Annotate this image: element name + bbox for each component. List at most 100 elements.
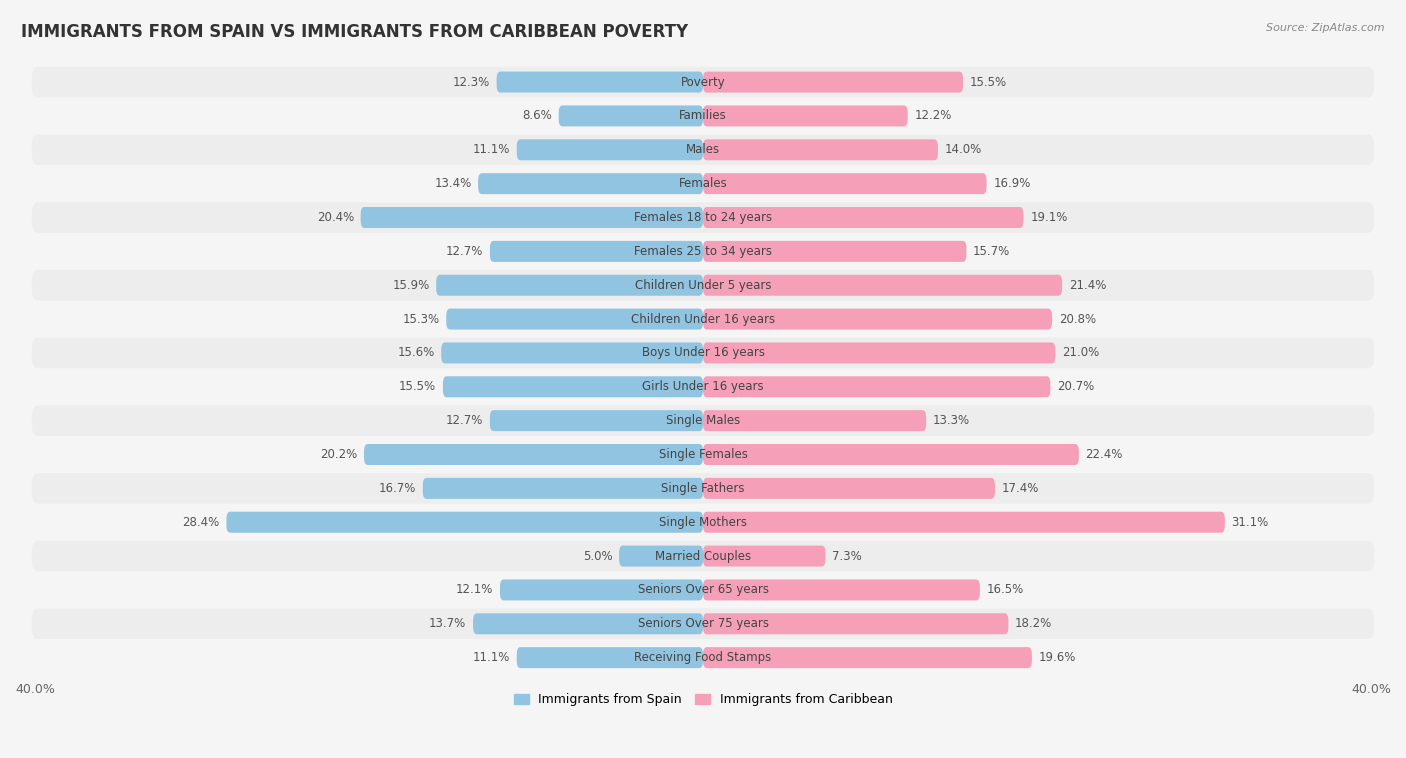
- Text: Females: Females: [679, 177, 727, 190]
- FancyBboxPatch shape: [703, 207, 1024, 228]
- FancyBboxPatch shape: [703, 105, 908, 127]
- Text: Children Under 16 years: Children Under 16 years: [631, 312, 775, 326]
- Text: 13.7%: 13.7%: [429, 617, 467, 631]
- Text: 40.0%: 40.0%: [1351, 683, 1391, 696]
- Text: Single Females: Single Females: [658, 448, 748, 461]
- FancyBboxPatch shape: [32, 236, 1374, 267]
- FancyBboxPatch shape: [558, 105, 703, 127]
- FancyBboxPatch shape: [619, 546, 703, 566]
- FancyBboxPatch shape: [703, 274, 1062, 296]
- FancyBboxPatch shape: [703, 647, 1032, 668]
- Text: 12.1%: 12.1%: [456, 584, 494, 597]
- Text: 20.8%: 20.8%: [1059, 312, 1095, 326]
- FancyBboxPatch shape: [32, 202, 1374, 233]
- FancyBboxPatch shape: [496, 71, 703, 92]
- Text: 21.0%: 21.0%: [1062, 346, 1099, 359]
- Text: 19.1%: 19.1%: [1031, 211, 1067, 224]
- Text: 18.2%: 18.2%: [1015, 617, 1052, 631]
- Text: Seniors Over 75 years: Seniors Over 75 years: [637, 617, 769, 631]
- Text: 15.3%: 15.3%: [402, 312, 440, 326]
- FancyBboxPatch shape: [703, 241, 966, 262]
- FancyBboxPatch shape: [703, 478, 995, 499]
- FancyBboxPatch shape: [472, 613, 703, 634]
- FancyBboxPatch shape: [703, 173, 987, 194]
- Text: 12.2%: 12.2%: [914, 109, 952, 123]
- FancyBboxPatch shape: [423, 478, 703, 499]
- Text: Children Under 5 years: Children Under 5 years: [634, 279, 772, 292]
- FancyBboxPatch shape: [501, 579, 703, 600]
- FancyBboxPatch shape: [32, 135, 1374, 165]
- Text: 15.5%: 15.5%: [399, 381, 436, 393]
- FancyBboxPatch shape: [32, 67, 1374, 97]
- Text: 12.7%: 12.7%: [446, 414, 484, 428]
- FancyBboxPatch shape: [489, 410, 703, 431]
- Text: 13.4%: 13.4%: [434, 177, 471, 190]
- Text: Single Mothers: Single Mothers: [659, 515, 747, 529]
- Text: Families: Families: [679, 109, 727, 123]
- FancyBboxPatch shape: [32, 304, 1374, 334]
- FancyBboxPatch shape: [703, 139, 938, 160]
- Text: 14.0%: 14.0%: [945, 143, 981, 156]
- Text: Poverty: Poverty: [681, 76, 725, 89]
- FancyBboxPatch shape: [32, 440, 1374, 470]
- Text: Females 18 to 24 years: Females 18 to 24 years: [634, 211, 772, 224]
- Text: 12.3%: 12.3%: [453, 76, 489, 89]
- FancyBboxPatch shape: [703, 71, 963, 92]
- Text: 16.5%: 16.5%: [987, 584, 1024, 597]
- Text: 40.0%: 40.0%: [15, 683, 55, 696]
- Legend: Immigrants from Spain, Immigrants from Caribbean: Immigrants from Spain, Immigrants from C…: [509, 688, 897, 711]
- Text: 19.6%: 19.6%: [1039, 651, 1076, 664]
- FancyBboxPatch shape: [436, 274, 703, 296]
- Text: 20.2%: 20.2%: [321, 448, 357, 461]
- FancyBboxPatch shape: [32, 541, 1374, 572]
- Text: 15.7%: 15.7%: [973, 245, 1011, 258]
- Text: Single Males: Single Males: [666, 414, 740, 428]
- Text: 12.7%: 12.7%: [446, 245, 484, 258]
- FancyBboxPatch shape: [32, 371, 1374, 402]
- Text: 16.7%: 16.7%: [378, 482, 416, 495]
- Text: 20.4%: 20.4%: [316, 211, 354, 224]
- Text: 11.1%: 11.1%: [472, 651, 510, 664]
- Text: IMMIGRANTS FROM SPAIN VS IMMIGRANTS FROM CARIBBEAN POVERTY: IMMIGRANTS FROM SPAIN VS IMMIGRANTS FROM…: [21, 23, 688, 41]
- FancyBboxPatch shape: [32, 575, 1374, 605]
- Text: 31.1%: 31.1%: [1232, 515, 1268, 529]
- Text: Married Couples: Married Couples: [655, 550, 751, 562]
- Text: 8.6%: 8.6%: [522, 109, 553, 123]
- Text: 7.3%: 7.3%: [832, 550, 862, 562]
- Text: Source: ZipAtlas.com: Source: ZipAtlas.com: [1267, 23, 1385, 33]
- FancyBboxPatch shape: [443, 376, 703, 397]
- FancyBboxPatch shape: [364, 444, 703, 465]
- FancyBboxPatch shape: [517, 647, 703, 668]
- FancyBboxPatch shape: [32, 643, 1374, 673]
- Text: Females 25 to 34 years: Females 25 to 34 years: [634, 245, 772, 258]
- FancyBboxPatch shape: [32, 507, 1374, 537]
- FancyBboxPatch shape: [517, 139, 703, 160]
- Text: Receiving Food Stamps: Receiving Food Stamps: [634, 651, 772, 664]
- Text: 16.9%: 16.9%: [993, 177, 1031, 190]
- FancyBboxPatch shape: [361, 207, 703, 228]
- FancyBboxPatch shape: [32, 609, 1374, 639]
- Text: 22.4%: 22.4%: [1085, 448, 1123, 461]
- FancyBboxPatch shape: [703, 309, 1052, 330]
- Text: Boys Under 16 years: Boys Under 16 years: [641, 346, 765, 359]
- FancyBboxPatch shape: [489, 241, 703, 262]
- Text: 15.5%: 15.5%: [970, 76, 1007, 89]
- Text: 20.7%: 20.7%: [1057, 381, 1094, 393]
- FancyBboxPatch shape: [703, 343, 1056, 363]
- FancyBboxPatch shape: [478, 173, 703, 194]
- Text: Single Fathers: Single Fathers: [661, 482, 745, 495]
- FancyBboxPatch shape: [226, 512, 703, 533]
- Text: Seniors Over 65 years: Seniors Over 65 years: [637, 584, 769, 597]
- Text: 15.6%: 15.6%: [398, 346, 434, 359]
- Text: 28.4%: 28.4%: [183, 515, 219, 529]
- Text: 13.3%: 13.3%: [934, 414, 970, 428]
- FancyBboxPatch shape: [32, 101, 1374, 131]
- Text: 5.0%: 5.0%: [582, 550, 613, 562]
- FancyBboxPatch shape: [703, 512, 1225, 533]
- FancyBboxPatch shape: [703, 546, 825, 566]
- FancyBboxPatch shape: [32, 168, 1374, 199]
- Text: 15.9%: 15.9%: [392, 279, 429, 292]
- Text: 17.4%: 17.4%: [1001, 482, 1039, 495]
- Text: Males: Males: [686, 143, 720, 156]
- Text: Girls Under 16 years: Girls Under 16 years: [643, 381, 763, 393]
